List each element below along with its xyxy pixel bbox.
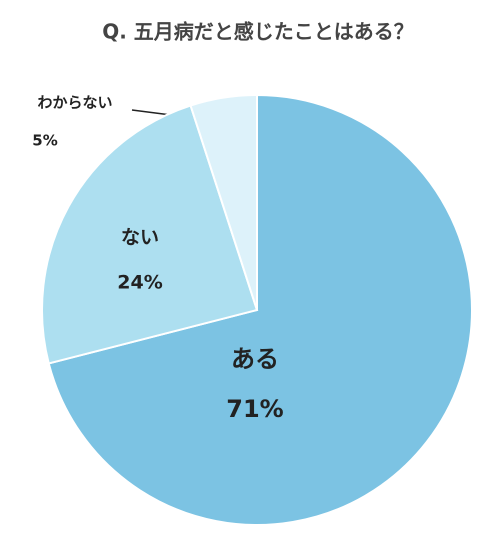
slice-value-label: 71% (226, 395, 283, 423)
pie-slice (41, 104, 259, 365)
slice-label: ない (121, 227, 159, 249)
pie-slice (189, 93, 258, 311)
chart-title: Q. 五月病だと感じたことはある？ (102, 20, 414, 44)
slice-value-label: 24% (117, 272, 162, 294)
pie-slice (47, 93, 473, 526)
slice-label: わからない (37, 94, 112, 112)
slice-label: ある (231, 345, 279, 373)
slice-value-label: 5% (32, 132, 57, 150)
